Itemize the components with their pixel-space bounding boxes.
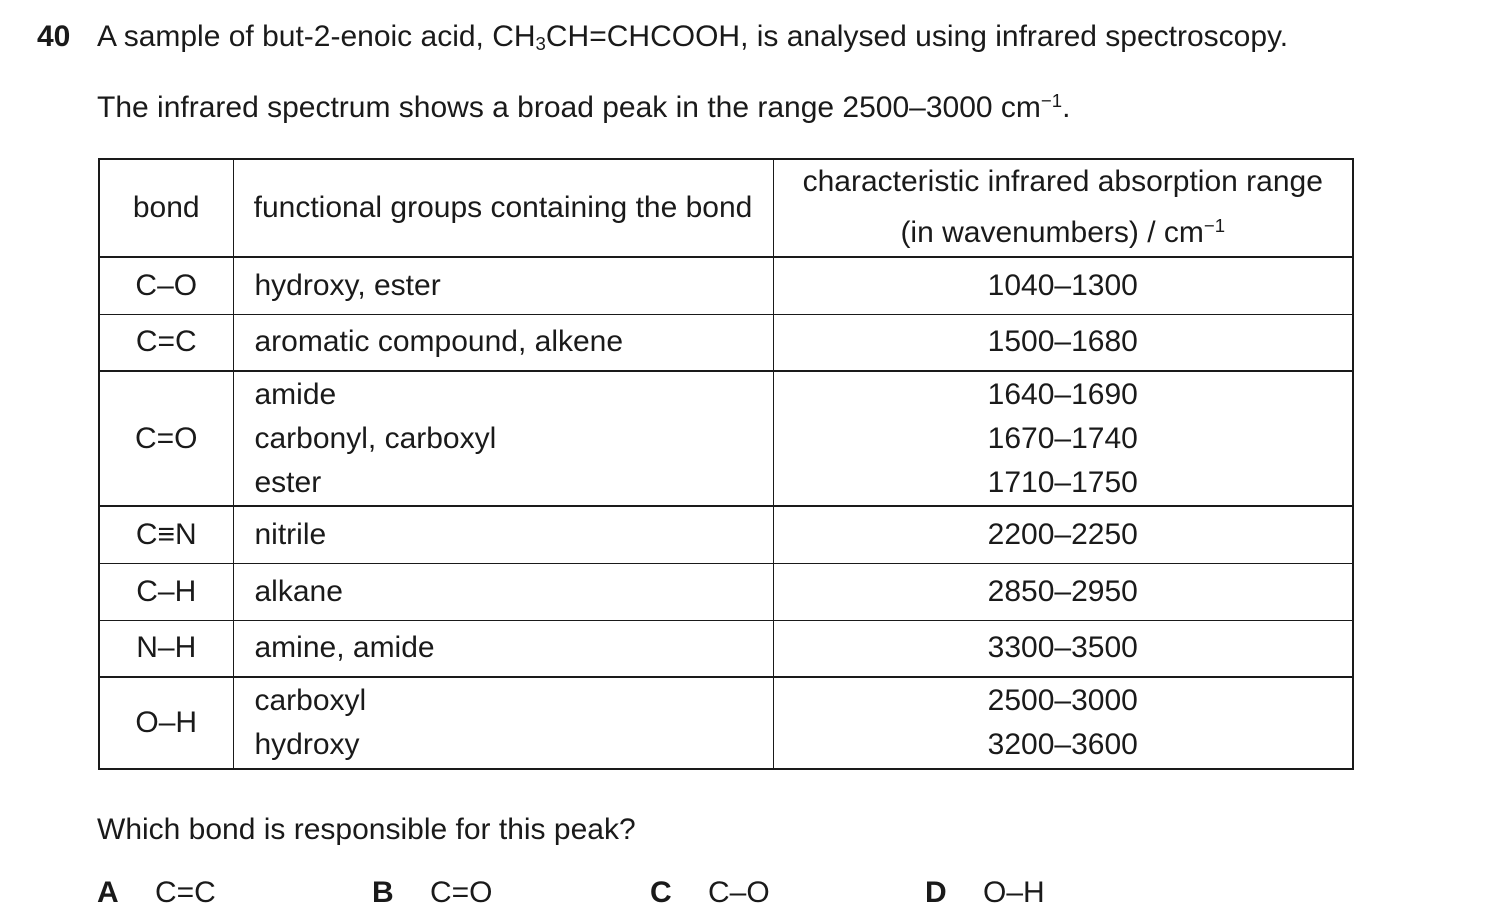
wavenumber-superscript: −1 [1040, 90, 1063, 111]
option-d-letter: D [925, 876, 947, 909]
absorption-range-line: 2500–3000 [987, 684, 1138, 717]
absorption-range-line: 2850–2950 [987, 574, 1138, 608]
bond-cell: N–H [98, 619, 234, 678]
option-b-letter: B [372, 876, 394, 909]
option-a-value: C=C [155, 876, 216, 909]
bond-cell: C–O [98, 256, 234, 315]
question-number: 40 [37, 20, 71, 53]
question-prompt: Which bond is responsible for this peak? [97, 813, 636, 846]
table-row: O–H carboxyl hydroxy 2500–3000 3200–3600 [98, 676, 1354, 770]
header-range-superscript: −1 [1203, 215, 1226, 237]
functional-groups-cell: aromatic compound, alkene [232, 313, 774, 372]
functional-group-line: carboxyl [254, 684, 367, 717]
option-d-value: O–H [983, 876, 1045, 909]
functional-groups-cell: alkane [232, 562, 774, 621]
option-d: D O–H [925, 876, 1045, 910]
functional-groups-cell: hydroxy, ester [232, 256, 774, 315]
functional-group-line: nitrile [254, 517, 327, 551]
option-c-value: C–O [708, 876, 770, 909]
absorption-range-cell: 1040–1300 [772, 256, 1354, 315]
functional-groups-cell: amide carbonyl, carboxyl ester [232, 370, 774, 507]
functional-group-line: hydroxy, ester [254, 268, 441, 302]
header-range-units: (in wavenumbers) / cm [900, 216, 1204, 250]
bond-cell: C–H [98, 562, 234, 621]
absorption-range-cell: 2500–3000 3200–3600 [772, 676, 1354, 770]
bond-cell: C=C [98, 313, 234, 372]
bond-cell: C≡N [98, 505, 234, 564]
bond-cell: C=O [98, 370, 234, 507]
absorption-range-line: 3300–3500 [987, 631, 1138, 665]
formula-subscript: 3 [535, 33, 546, 55]
functional-group-line: alkane [254, 574, 343, 608]
functional-group-line: aromatic compound, alkene [254, 325, 624, 359]
absorption-range-line: 1710–1750 [987, 465, 1138, 499]
table-header-row: bond functional groups containing the bo… [98, 158, 1354, 258]
header-functional-groups: functional groups containing the bond [232, 158, 774, 258]
option-a: A C=C [97, 876, 216, 910]
intro-text-after-subscript: CH=CHCOOH, is analysed using infrared sp… [545, 20, 1289, 53]
detail-text-before-superscript: The infrared spectrum shows a broad peak… [97, 91, 1041, 125]
option-c: C C–O [650, 876, 770, 910]
functional-groups-cell: carboxyl hydroxy [232, 676, 774, 770]
ir-absorption-table: bond functional groups containing the bo… [98, 158, 1354, 770]
table-row: C≡N nitrile 2200–2250 [98, 505, 1354, 564]
functional-group-line: amine, amide [254, 631, 435, 665]
table-row: C–H alkane 2850–2950 [98, 562, 1354, 621]
functional-group-line: carbonyl, carboxyl [254, 421, 497, 455]
detail-text-after-superscript: . [1062, 91, 1071, 125]
answer-options: A C=C B C=O C C–O D O–H [0, 876, 1500, 916]
functional-groups-cell: amine, amide [232, 619, 774, 678]
functional-group-line: amide [254, 377, 337, 411]
functional-group-line: ester [254, 465, 322, 499]
table-row: C=C aromatic compound, alkene 1500–1680 [98, 313, 1354, 372]
option-a-letter: A [97, 876, 119, 909]
table-row: C–O hydroxy, ester 1040–1300 [98, 256, 1354, 315]
intro-text-before-subscript: A sample of but-2-enoic acid, CH [97, 20, 536, 53]
absorption-range-cell: 1640–1690 1670–1740 1710–1750 [772, 370, 1354, 507]
option-b: B C=O [372, 876, 493, 910]
header-range-line1: characteristic infrared absorption range [802, 165, 1323, 199]
header-bond: bond [98, 158, 234, 258]
absorption-range-cell: 3300–3500 [772, 619, 1354, 678]
header-range-line2: (in wavenumbers) / cm−1 [774, 204, 1353, 255]
option-c-letter: C [650, 876, 672, 909]
absorption-range-cell: 2850–2950 [772, 562, 1354, 621]
option-b-value: C=O [430, 876, 493, 909]
absorption-range-line: 1670–1740 [987, 421, 1138, 455]
absorption-range-line: 1640–1690 [987, 377, 1138, 411]
header-absorption-range: characteristic infrared absorption range… [772, 158, 1354, 258]
question-intro-text: A sample of but-2-enoic acid, CH3CH=CHCO… [97, 20, 1288, 55]
table-row: C=O amide carbonyl, carboxyl ester 1640–1690… [98, 370, 1354, 507]
table-row: N–H amine, amide 3300–3500 [98, 619, 1354, 678]
absorption-range-cell: 1500–1680 [772, 313, 1354, 372]
absorption-range-line: 2200–2250 [987, 517, 1138, 551]
absorption-range-line: 3200–3600 [987, 728, 1138, 761]
absorption-range-line: 1500–1680 [987, 325, 1138, 359]
table-body: C–O hydroxy, ester 1040–1300 C=C aromatic co… [98, 256, 1354, 770]
absorption-range-line: 1040–1300 [987, 268, 1138, 302]
absorption-range-cell: 2200–2250 [772, 505, 1354, 564]
bond-cell: O–H [98, 676, 234, 770]
functional-groups-cell: nitrile [232, 505, 774, 564]
functional-group-line: hydroxy [254, 728, 360, 761]
question-detail-text: The infrared spectrum shows a broad peak… [97, 90, 1070, 125]
